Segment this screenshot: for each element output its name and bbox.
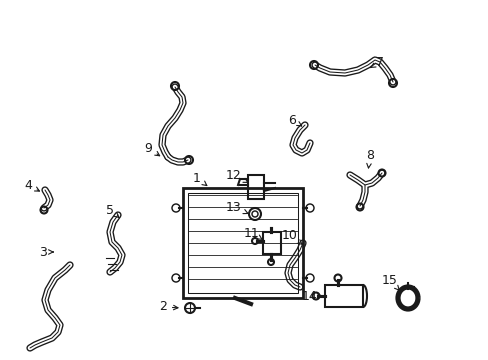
Text: 1: 1 bbox=[193, 171, 206, 185]
Bar bbox=[187, 193, 297, 293]
Bar bbox=[325, 285, 362, 307]
Bar bbox=[183, 188, 303, 298]
Text: 2: 2 bbox=[159, 301, 178, 314]
Bar bbox=[263, 232, 281, 254]
Text: 10: 10 bbox=[282, 229, 302, 245]
Text: 8: 8 bbox=[365, 149, 373, 168]
Text: 3: 3 bbox=[39, 246, 53, 258]
Text: 7: 7 bbox=[370, 55, 383, 68]
Text: 13: 13 bbox=[225, 201, 247, 213]
Text: 12: 12 bbox=[225, 168, 247, 183]
Text: 9: 9 bbox=[144, 141, 159, 156]
Text: 11: 11 bbox=[244, 226, 262, 240]
Text: 6: 6 bbox=[287, 113, 301, 126]
Text: 15: 15 bbox=[381, 274, 398, 290]
Text: 5: 5 bbox=[106, 203, 119, 218]
Text: 4: 4 bbox=[24, 179, 40, 192]
Bar bbox=[247, 175, 264, 199]
Text: 14: 14 bbox=[302, 289, 321, 302]
